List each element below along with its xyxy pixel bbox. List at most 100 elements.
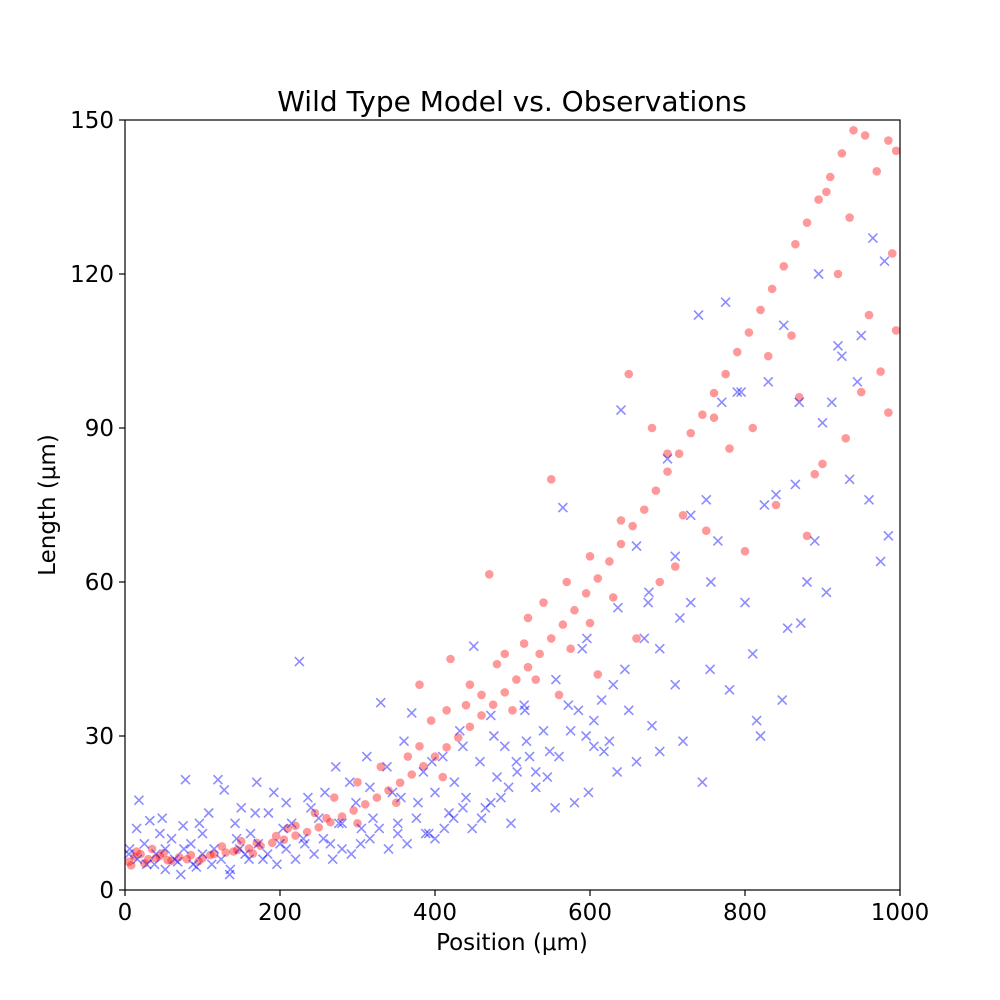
model-point (856, 387, 866, 397)
model-point (845, 213, 854, 222)
observation-point (133, 795, 145, 806)
observation-point (512, 766, 523, 777)
model-point (426, 716, 436, 725)
observation-point (305, 802, 317, 813)
model-point (624, 369, 634, 379)
observation-point (124, 843, 135, 854)
model-point (744, 328, 754, 337)
x-tick-label: 0 (118, 900, 133, 926)
observation-point (197, 828, 208, 839)
model-point (337, 812, 347, 821)
model-point (182, 854, 192, 864)
observation-point (402, 838, 413, 849)
observation-point (449, 777, 460, 788)
model-point (132, 847, 141, 856)
model-point (205, 850, 215, 860)
observation-point (298, 833, 309, 844)
observation-point (286, 818, 297, 829)
x-tick-label: 200 (258, 900, 302, 926)
observation-point (677, 736, 689, 747)
observation-point (879, 256, 890, 267)
model-point (546, 634, 556, 643)
model-point (279, 835, 289, 844)
observation-point (355, 838, 366, 849)
observation-point (581, 633, 592, 644)
model-point (841, 433, 851, 443)
observation-point (809, 535, 820, 546)
model-point (593, 574, 603, 583)
model-point (488, 700, 498, 709)
model-point (891, 326, 901, 335)
model-point (229, 847, 238, 856)
model-point (860, 131, 870, 140)
model-point (461, 700, 471, 710)
observation-point (588, 741, 599, 752)
model-point (465, 722, 475, 732)
observation-point (243, 854, 255, 865)
model-point (233, 845, 242, 855)
model-point (558, 620, 568, 629)
model-point (477, 690, 486, 700)
model-point (721, 369, 730, 379)
model-point (566, 644, 575, 654)
observation-point (553, 751, 565, 762)
observation-point (557, 502, 568, 513)
observation-point (426, 756, 437, 767)
observation-point (751, 715, 762, 726)
model-point (430, 752, 440, 761)
observation-point (801, 576, 813, 588)
observation-point (219, 784, 230, 795)
model-point (663, 467, 672, 476)
model-point (771, 500, 781, 510)
observation-point (460, 792, 472, 803)
model-point (349, 806, 358, 815)
observation-point (867, 233, 878, 244)
model-point (884, 136, 893, 145)
model-point (647, 423, 657, 433)
observation-point (429, 833, 441, 844)
model-point (802, 218, 812, 227)
observation-point (160, 864, 171, 875)
observation-point (577, 643, 588, 654)
observation-point (623, 705, 634, 716)
model-point (477, 711, 486, 720)
model-point (655, 577, 665, 587)
model-point (562, 577, 572, 587)
observation-point (172, 856, 183, 867)
observation-point (712, 535, 723, 546)
observation-point (524, 751, 535, 762)
observation-point (538, 725, 549, 736)
observation-point (157, 813, 168, 824)
observation-point (530, 766, 541, 777)
observation-point (327, 854, 338, 865)
observation-point (697, 777, 708, 788)
observation-point (420, 828, 431, 839)
model-point (391, 798, 401, 808)
model-point (124, 857, 134, 867)
observation-point (398, 736, 410, 747)
model-point (725, 444, 734, 453)
observation-point (755, 730, 766, 742)
x-axis-label: Position (μm) (436, 930, 588, 956)
observation-point (883, 530, 894, 541)
observation-point (670, 679, 681, 690)
observation-point (330, 761, 341, 772)
observation-point (583, 787, 594, 798)
observation-point (615, 404, 627, 416)
model-point (248, 849, 258, 858)
series-0-model (124, 125, 901, 870)
observation-point (166, 833, 177, 844)
observation-point (739, 597, 751, 608)
model-point (884, 408, 893, 417)
observation-point (333, 818, 344, 829)
observation-point (263, 807, 274, 819)
observation-point (209, 843, 220, 854)
observation-point (234, 843, 245, 854)
model-point (519, 639, 529, 648)
observation-point (197, 849, 208, 860)
model-point (670, 562, 680, 571)
model-point (395, 778, 405, 788)
points-layer (123, 125, 901, 880)
observation-point (581, 730, 592, 742)
observation-point (608, 679, 619, 690)
